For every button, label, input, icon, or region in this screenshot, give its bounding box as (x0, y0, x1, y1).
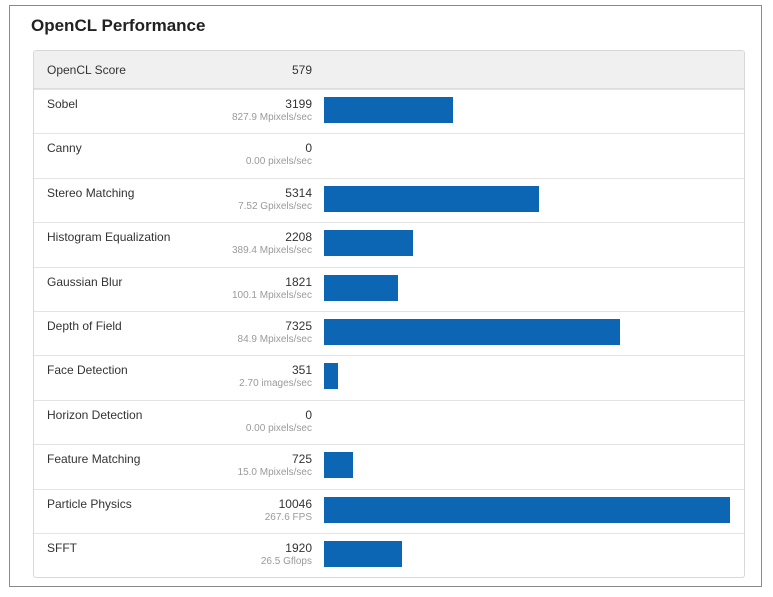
benchmark-rate: 26.5 Gflops (260, 555, 312, 567)
score-header-label: OpenCL Score (47, 63, 126, 77)
table-row: Face Detection 351 2.70 images/sec (34, 355, 744, 399)
benchmark-label: Stereo Matching (47, 185, 135, 200)
benchmark-label: Sobel (47, 97, 78, 111)
table-row: Horizon Detection 0 0.00 pixels/sec (34, 399, 744, 444)
benchmark-rate: 100.1 Mpixels/sec (231, 289, 312, 301)
score-bar (324, 452, 353, 479)
benchmark-rate: 84.9 Mpixels/sec (237, 333, 312, 345)
benchmark-label: Horizon Detection (47, 407, 143, 422)
benchmark-label: SFFT (47, 540, 77, 555)
benchmark-label: Feature Matching (47, 452, 141, 467)
benchmark-score: 1920 (285, 540, 312, 555)
table-row: SFFT 1920 26.5 Gflops (34, 532, 744, 577)
table-row: Gaussian Blur 1821 100.1 Mpixels/sec (34, 266, 744, 311)
results-table: OpenCL Score 579 Sobel 3199 827.9 Mpixels/… (33, 50, 745, 578)
benchmark-label: Histogram Equalization (47, 230, 171, 245)
benchmark-score: 5314 (285, 185, 312, 200)
page-title: OpenCL Performance (31, 16, 206, 35)
score-header-row: OpenCL Score 579 (34, 51, 744, 89)
benchmark-label: Face Detection (47, 363, 128, 378)
benchmark-label: Particle Physics (47, 496, 132, 511)
benchmark-rate: 0.00 pixels/sec (245, 422, 312, 434)
score-bar (324, 185, 539, 212)
benchmark-score: 3199 (285, 97, 312, 111)
benchmark-score: 10046 (278, 496, 312, 511)
table-row: Feature Matching 725 15.0 Mpixels/sec (34, 444, 744, 488)
table-row: Particle Physics 10046 267.6 FPS (34, 488, 744, 533)
benchmark-rows: Sobel 3199 827.9 Mpixels/sec Canny 0 0.00 pix… (34, 89, 744, 577)
benchmark-rate: 0.00 pixels/sec (245, 156, 312, 168)
benchmark-rate: 2.70 images/sec (239, 378, 312, 390)
score-bar (324, 97, 453, 123)
benchmark-rate: 267.6 FPS (264, 511, 312, 523)
score-bar (324, 540, 402, 567)
benchmark-score: 2208 (285, 230, 312, 245)
benchmark-score: 0 (305, 141, 312, 156)
benchmark-label: Canny (47, 141, 82, 156)
benchmark-score: 1821 (285, 274, 312, 289)
score-bar (324, 230, 413, 257)
benchmark-label: Depth of Field (47, 318, 122, 333)
benchmark-rate: 389.4 Mpixels/sec (231, 245, 312, 257)
score-bar (324, 496, 730, 523)
benchmark-score: 351 (291, 363, 312, 378)
score-bar (324, 363, 338, 390)
benchmark-label: Gaussian Blur (47, 274, 123, 289)
table-row: Canny 0 0.00 pixels/sec (34, 133, 744, 177)
benchmark-rate: 15.0 Mpixels/sec (237, 467, 312, 479)
table-row: Sobel 3199 827.9 Mpixels/sec (34, 89, 744, 133)
benchmark-score: 725 (291, 452, 312, 467)
table-row: Stereo Matching 5314 7.52 Gpixels/sec (34, 177, 744, 222)
table-row: Depth of Field 7325 84.9 Mpixels/sec (34, 310, 744, 355)
benchmark-score: 7325 (285, 318, 312, 333)
benchmark-rate: 827.9 Mpixels/sec (231, 112, 312, 123)
table-row: Histogram Equalization 2208 389.4 Mpixels/… (34, 222, 744, 266)
score-bar (324, 274, 398, 301)
benchmark-rate: 7.52 Gpixels/sec (238, 200, 312, 212)
score-header-value: 579 (291, 63, 312, 77)
score-bar (324, 318, 620, 345)
benchmark-score: 0 (305, 407, 312, 422)
